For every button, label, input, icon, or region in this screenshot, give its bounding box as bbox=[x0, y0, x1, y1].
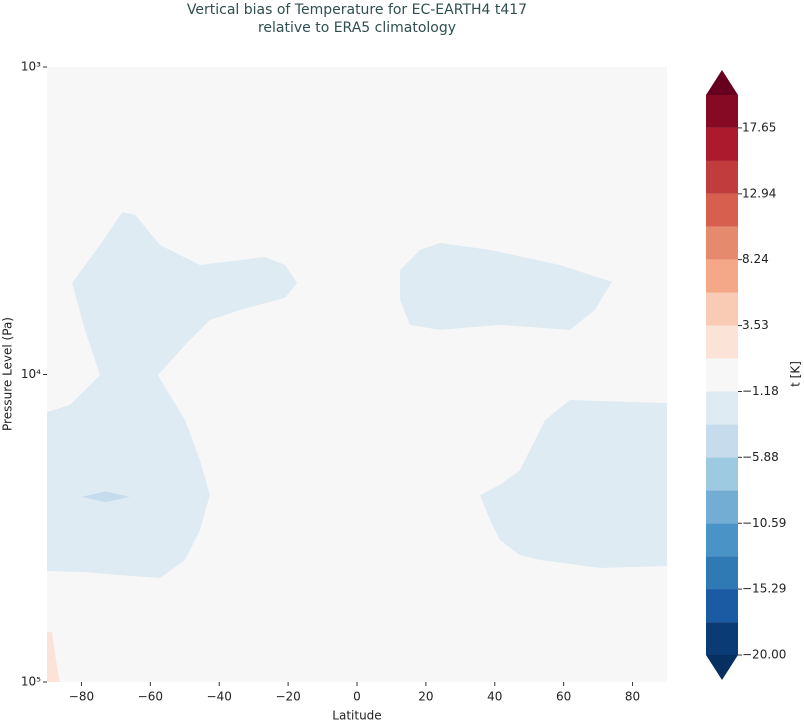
contour-region bbox=[47, 631, 60, 682]
contour-region bbox=[81, 491, 130, 503]
colorbar-tick-label: −1.18 bbox=[742, 384, 779, 398]
y-tick-label: 10⁵ bbox=[21, 675, 41, 689]
x-tick-label: −20 bbox=[275, 690, 300, 704]
colorbar-band bbox=[706, 160, 738, 194]
x-tick-label: 20 bbox=[418, 690, 433, 704]
colorbar-tick-label: −5.88 bbox=[742, 450, 779, 464]
colorbar-band bbox=[706, 193, 738, 227]
colorbar-band bbox=[706, 95, 738, 128]
chart-title: Vertical bias of Temperature for EC-EART… bbox=[187, 2, 527, 18]
chart-title: relative to ERA5 climatology bbox=[258, 20, 456, 36]
x-tick-label: 80 bbox=[625, 690, 640, 704]
y-axis-label: Pressure Level (Pa) bbox=[1, 317, 15, 431]
y-tick-label: 10⁴ bbox=[21, 367, 41, 381]
colorbar-band bbox=[706, 259, 738, 293]
x-axis-label: Latitude bbox=[332, 709, 381, 723]
contour-region bbox=[400, 243, 612, 330]
colorbar-band bbox=[706, 127, 738, 161]
colorbar-band bbox=[706, 391, 738, 425]
colorbar-band bbox=[706, 457, 738, 491]
colorbar-band bbox=[706, 292, 738, 326]
colorbar-band bbox=[706, 490, 738, 524]
colorbar-tick-label: 3.53 bbox=[742, 318, 769, 332]
colorbar-band bbox=[706, 556, 738, 590]
colorbar-band bbox=[706, 589, 738, 623]
x-tick-label: −60 bbox=[138, 690, 163, 704]
colorbar-tick-label: 8.24 bbox=[742, 252, 769, 266]
x-tick-label: −80 bbox=[69, 690, 94, 704]
colorbar-band bbox=[706, 226, 738, 260]
colorbar-band bbox=[706, 622, 738, 655]
colorbar-extend-low bbox=[706, 655, 738, 680]
colorbar-band bbox=[706, 523, 738, 557]
x-tick-label: 0 bbox=[353, 690, 361, 704]
colorbar-band bbox=[706, 424, 738, 458]
colorbar-tick-label: 17.65 bbox=[742, 120, 776, 134]
contour-region bbox=[47, 212, 298, 578]
x-tick-label: −40 bbox=[207, 690, 232, 704]
colorbar-tick-label: 12.94 bbox=[742, 186, 776, 200]
x-tick-label: 60 bbox=[556, 690, 571, 704]
colorbar-label: t [K] bbox=[789, 361, 803, 387]
colorbar-tick-label: −20.00 bbox=[742, 648, 786, 662]
colorbar-extend-high bbox=[706, 70, 738, 95]
contour-region bbox=[480, 400, 667, 568]
colorbar-tick-label: −15.29 bbox=[742, 582, 786, 596]
colorbar-band bbox=[706, 358, 738, 392]
colorbar-band bbox=[706, 325, 738, 359]
x-tick-label: 40 bbox=[487, 690, 502, 704]
colorbar-tick-label: −10.59 bbox=[742, 516, 786, 530]
y-tick-label: 10³ bbox=[21, 60, 41, 74]
